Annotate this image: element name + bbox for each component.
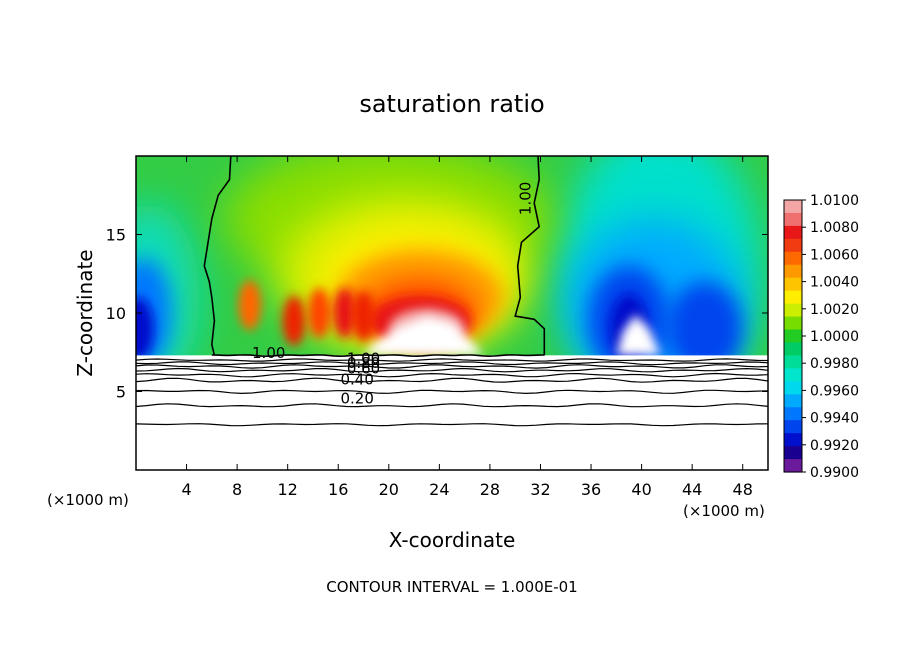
subcloud-contour-8 bbox=[136, 403, 768, 408]
x-unit-left: (×1000 m) bbox=[47, 491, 129, 509]
contour-label: 1.00 bbox=[517, 182, 535, 215]
contour-label-group-6: 0.40 bbox=[340, 371, 373, 389]
subcloud-contour-5 bbox=[136, 372, 768, 378]
saturation-field bbox=[136, 156, 768, 470]
x-tick-label: 12 bbox=[278, 480, 298, 499]
contour-label-group-4: 0.80 bbox=[347, 354, 380, 372]
contour-label-group-7: 0.20 bbox=[340, 389, 373, 407]
colorbar-swatch bbox=[784, 407, 802, 421]
colorbar-label: 0.9920 bbox=[810, 438, 859, 454]
x-axis-ticks: 4 8 12 16 20 24 28 32 36 40 44 48 bbox=[181, 156, 753, 499]
colorbar-swatch bbox=[784, 303, 802, 318]
plume-2 bbox=[282, 295, 306, 346]
plume-5 bbox=[352, 291, 375, 342]
colorbar-swatch bbox=[784, 394, 802, 408]
y-tick-label: 5 bbox=[116, 383, 126, 402]
contour-label-group-3: 1.00 bbox=[347, 349, 380, 367]
x-tick-label: 4 bbox=[181, 480, 191, 499]
contour-label: 1.00 bbox=[347, 349, 380, 367]
colorbar-swatch bbox=[784, 420, 802, 434]
colorbar-label: 1.0020 bbox=[810, 302, 859, 318]
contour-label-group-1: 1.00 bbox=[252, 344, 285, 362]
colorbar-swatch bbox=[784, 446, 802, 460]
plume-3 bbox=[307, 287, 331, 339]
contour-label: 0.80 bbox=[347, 354, 380, 372]
central-clear-zone bbox=[363, 316, 484, 356]
subcloud-contour-2 bbox=[136, 361, 768, 366]
colorbar-swatch bbox=[784, 264, 802, 279]
x-tick-label: 28 bbox=[480, 480, 500, 499]
colorbar-label: 1.0080 bbox=[810, 220, 859, 236]
x-axis-label: X-coordinate bbox=[389, 528, 516, 552]
field-layers bbox=[136, 156, 768, 408]
chart-title: saturation ratio bbox=[359, 90, 544, 118]
contour-label: 1.00 bbox=[252, 344, 285, 362]
colorbar-label: 0.9980 bbox=[810, 356, 859, 372]
colorbar-swatch bbox=[784, 433, 802, 447]
x-tick-label: 20 bbox=[379, 480, 399, 499]
subcloud-contour-9 bbox=[136, 423, 768, 427]
contour-1.00-east bbox=[514, 156, 546, 356]
colorbar-swatch bbox=[784, 290, 802, 305]
colorbar-swatch bbox=[784, 200, 802, 214]
x-unit-right: (×1000 m) bbox=[683, 502, 765, 520]
colorbar-swatch bbox=[784, 329, 802, 344]
plume-1 bbox=[238, 280, 262, 331]
contour-label: 0.40 bbox=[340, 371, 373, 389]
east-clear-zone bbox=[616, 314, 661, 356]
subcloud-contour-4 bbox=[136, 367, 768, 373]
colorbar-swatch bbox=[784, 381, 802, 395]
colorbar-label: 0.9940 bbox=[810, 411, 859, 427]
colorbar-swatch bbox=[784, 212, 802, 227]
y-tick-label: 15 bbox=[106, 226, 126, 245]
east-blue-zone-2 bbox=[666, 281, 743, 376]
x-tick-label: 40 bbox=[631, 480, 651, 499]
colorbar-swatch bbox=[784, 225, 802, 240]
colorbar-swatch bbox=[784, 342, 802, 357]
west-darkblue-zone bbox=[136, 297, 154, 361]
subcloud-region bbox=[136, 355, 768, 470]
subcloud-contour-3 bbox=[136, 364, 768, 369]
colorbar-swatch bbox=[784, 355, 802, 369]
contour-lines: 1.001.001.000.800.600.400.20 bbox=[136, 156, 768, 427]
colorbar: 1.0100 1.0080 1.0060 1.0040 1.0020 1.0000 0.99… bbox=[783, 193, 859, 481]
contour-label: 0.60 bbox=[347, 360, 380, 378]
colorbar-label: 0.9900 bbox=[810, 465, 859, 481]
colorbar-swatch bbox=[784, 251, 802, 266]
x-tick-label: 32 bbox=[530, 480, 550, 499]
y-tick-label: 10 bbox=[106, 304, 126, 323]
contour-interval-note: CONTOUR INTERVAL = 1.000E-01 bbox=[326, 578, 577, 596]
contour-1.00-west bbox=[203, 156, 232, 356]
x-tick-label: 48 bbox=[733, 480, 753, 499]
y-axis-ticks: 5 10 15 bbox=[106, 226, 768, 402]
subcloud-contour-6 bbox=[136, 377, 768, 383]
contour-label-group-2: 1.00 bbox=[517, 182, 535, 215]
contour-label: 0.20 bbox=[340, 389, 373, 407]
colorbar-label: 1.0060 bbox=[810, 247, 859, 263]
x-tick-label: 36 bbox=[581, 480, 601, 499]
colorbar-swatch bbox=[784, 368, 802, 382]
colorbar-swatch bbox=[784, 238, 802, 253]
colorbar-label: 1.0100 bbox=[810, 193, 859, 209]
y-axis-label: Z-coordinate bbox=[73, 249, 97, 376]
colorbar-swatch bbox=[784, 459, 802, 473]
subcloud-contour-7 bbox=[136, 389, 768, 395]
colorbar-label: 1.0000 bbox=[810, 329, 859, 345]
subcloud-contour-1 bbox=[136, 358, 768, 362]
contour-label-group-5: 0.60 bbox=[347, 360, 380, 378]
colorbar-swatch bbox=[784, 316, 802, 331]
plume-4 bbox=[333, 287, 356, 339]
x-tick-label: 16 bbox=[328, 480, 348, 499]
contour-1.00-base bbox=[211, 354, 545, 358]
x-tick-label: 44 bbox=[682, 480, 702, 499]
colorbar-label: 0.9960 bbox=[810, 383, 859, 399]
x-tick-label: 24 bbox=[429, 480, 449, 499]
colorbar-label: 1.0040 bbox=[810, 275, 859, 291]
plot-area: 1.001.001.000.800.600.400.20 bbox=[135, 155, 769, 471]
x-tick-label: 8 bbox=[232, 480, 242, 499]
colorbar-swatch bbox=[784, 277, 802, 292]
